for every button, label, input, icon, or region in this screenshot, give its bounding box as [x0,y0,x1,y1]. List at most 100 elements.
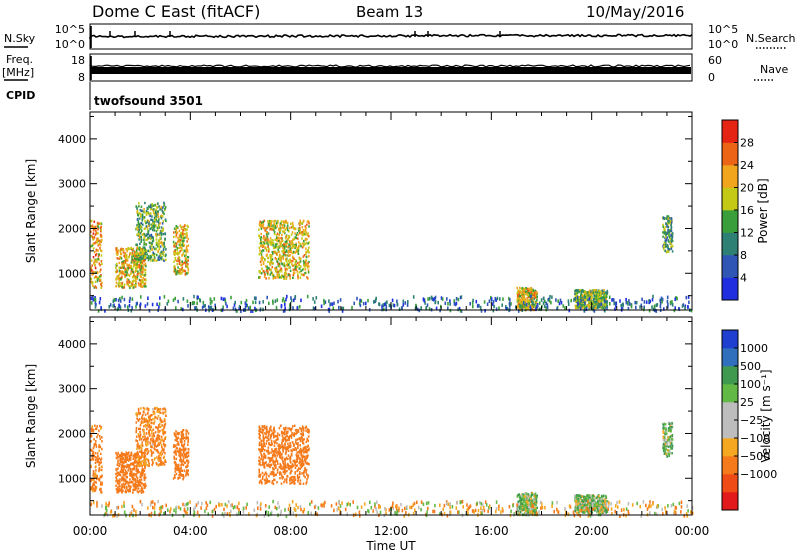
echo-cell [285,275,287,279]
echo-cell [137,234,140,237]
echo-cell [99,437,102,441]
echo-cell [459,295,462,300]
echo-cell [159,417,161,420]
echo-cell [173,227,176,230]
echo-cell [271,258,274,261]
echo-cell [115,468,118,471]
echo-cell [304,225,307,228]
echo-cell [274,430,276,433]
echo-cell [392,303,395,307]
echo-cell [279,453,281,456]
echo-cell [161,242,164,246]
echo-cell [288,457,291,460]
echo-cell [590,290,592,293]
echo-cell [279,473,281,476]
echo-cell [652,294,654,299]
echo-cell [593,297,595,301]
echo-cell [290,298,293,303]
echo-cell [280,430,283,433]
echo-cell [108,305,110,309]
echo-cell [286,469,288,473]
echo-cell [262,220,265,223]
echo-cell [518,306,520,309]
echo-cell [128,458,130,461]
echo-cell [140,240,142,243]
echo-cell [98,429,100,432]
echo-cell [176,259,178,263]
freq-right-tick-top: 60 [708,54,722,67]
echo-cell [185,454,187,457]
echo-cell [297,277,299,280]
echo-cell [274,448,276,451]
echo-cell [273,478,276,482]
echo-cell [127,273,130,276]
echo-cell [158,224,160,227]
echo-cell [527,289,530,293]
echo-cell [181,235,184,238]
echo-cell [183,269,186,273]
echo-cell [144,464,146,467]
echo-cell [150,454,153,457]
freq-left-tick-top: 18 [71,54,85,67]
echo-cell [126,278,129,282]
echo-cell [177,253,179,256]
echo-cell [414,307,417,311]
echo-cell [153,226,155,230]
echo-cell [164,207,166,211]
echo-cell [527,305,529,308]
echo-cell [128,488,131,491]
echo-cell [90,280,93,283]
echo-cell [100,457,103,460]
echo-cell [384,302,386,307]
echo-cell [609,302,611,306]
echo-cell [151,203,153,206]
echo-cell [99,242,101,245]
echo-cell [112,299,115,303]
echo-cell [455,301,458,306]
echo-cell [139,446,142,449]
echo-cell [151,224,153,228]
echo-cell [143,417,145,420]
echo-cell [145,457,147,461]
echo-cell [526,289,529,293]
echo-cell [598,289,601,292]
echo-cell [181,238,184,241]
echo-cell [626,301,629,305]
echo-cell [294,243,296,247]
echo-cell [457,307,459,312]
echo-cell [305,440,308,444]
echo-cell [93,259,96,262]
echo-cell [291,259,294,263]
echo-cell [295,268,297,271]
echo-cell [292,238,294,241]
echo-cell [179,472,181,475]
echo-cell [143,252,146,255]
echo-cell [289,303,291,307]
echo-cell [155,233,157,236]
echo-cell [262,249,265,252]
echo-cell [298,271,301,274]
echo-cell [150,233,153,237]
echo-cell [276,225,278,228]
echo-cell [163,212,165,215]
echo-cell [117,456,119,459]
echo-cell [358,301,361,306]
echo-cell [277,245,279,249]
echo-cell [283,457,286,461]
echo-cell [91,282,93,285]
echo-cell [284,268,287,271]
echo-cell [153,216,156,219]
echo-cell [178,259,180,263]
echo-cell [590,293,592,296]
echo-cell [141,219,144,222]
echo-cell [281,452,283,456]
echo-cell [149,250,151,253]
echo-cell [120,252,122,255]
echo-cell [164,459,166,462]
echo-cell [299,242,302,246]
echo-cell [181,243,183,246]
echo-cell [287,259,289,263]
echo-cell [276,442,278,445]
echo-cell [291,478,293,482]
echo-cell [280,482,283,485]
